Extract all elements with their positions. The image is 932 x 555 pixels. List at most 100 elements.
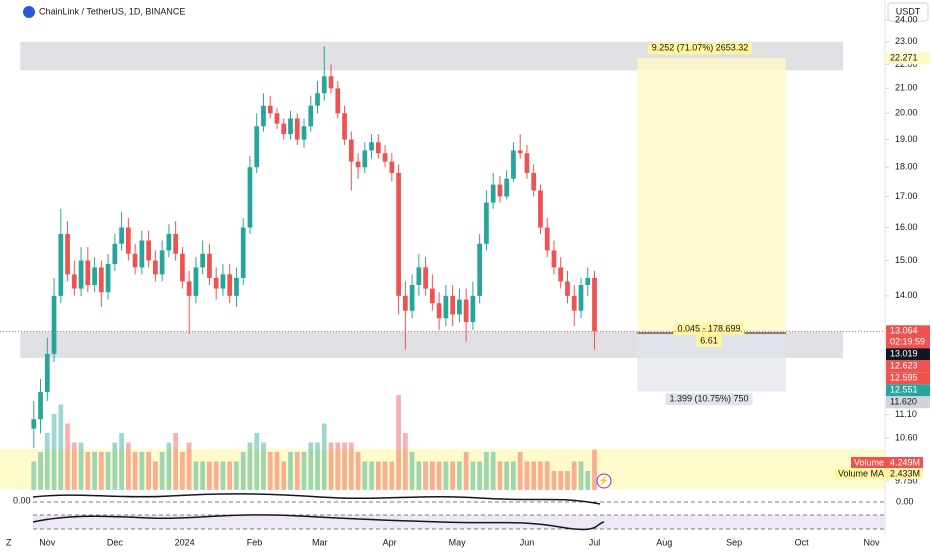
volume-bar [342, 442, 347, 490]
candle-body [227, 274, 233, 296]
volume-bar [497, 461, 503, 490]
candle-body [207, 253, 212, 278]
volume-bar [112, 442, 118, 490]
position-label-box [673, 323, 745, 336]
candle-body [402, 295, 408, 311]
volume-bar [288, 452, 293, 490]
alert-icon[interactable] [596, 473, 612, 489]
candle-body [92, 267, 97, 285]
indicators: 0.00 0.00 [13, 493, 914, 531]
volume-bar [125, 442, 131, 490]
y-tick-label: 19.00 [895, 134, 918, 144]
volume-bar [423, 461, 428, 490]
price-label-box [886, 52, 930, 65]
volume-bar [98, 452, 104, 490]
x-tick-label: Aug [656, 537, 672, 547]
candle-body [538, 190, 543, 228]
candle-body [571, 295, 577, 311]
volume-bar [44, 433, 50, 490]
currency-box[interactable] [887, 2, 929, 22]
volume-bar [389, 461, 395, 490]
volume-bar [585, 471, 591, 490]
volume-bar [31, 461, 37, 490]
candle-body [85, 260, 91, 285]
volume-bar [463, 452, 469, 490]
y-tick-label: 16.00 [895, 222, 918, 232]
volume-legend-box [887, 457, 924, 468]
candle-body [457, 299, 462, 315]
candle-body [71, 274, 77, 289]
position-label: 6.61 [700, 335, 718, 345]
volume-bar [538, 461, 543, 490]
candle-body [78, 260, 84, 289]
candle-body [105, 263, 111, 293]
x-tick-label: Dec [107, 537, 124, 547]
candle-body [544, 227, 550, 251]
volume-bar [105, 452, 111, 490]
volume-bar [315, 442, 320, 490]
y-tick-label: 10.60 [895, 433, 918, 443]
price-label-box [886, 348, 930, 361]
candle-body [321, 76, 327, 94]
candle-body [274, 113, 280, 124]
x-tick-label: Oct [795, 537, 810, 547]
volume-bar [51, 414, 57, 490]
volume-bar [578, 461, 584, 490]
volume-bar [355, 452, 361, 490]
x-tick-label: Jul [589, 537, 601, 547]
volume-bar [220, 461, 226, 490]
volume-bar [146, 452, 151, 490]
price-label: 12.551 [890, 385, 918, 395]
candle-body [139, 240, 145, 268]
candle-body [294, 118, 300, 140]
volume-legend: Volume [854, 457, 884, 467]
price-label-box [886, 360, 930, 373]
candle-body [267, 105, 273, 114]
y-tick-label: 20.00 [895, 108, 918, 118]
volume-bar [281, 461, 287, 490]
candle-body [58, 233, 64, 296]
candle-body [132, 253, 138, 268]
indicator-line [32, 493, 601, 505]
x-tick-label: Sep [726, 537, 742, 547]
volume-legend-box [850, 457, 887, 468]
volume-bar [517, 452, 523, 490]
volume-bar [139, 452, 145, 490]
x-tick-label: Jun [520, 537, 535, 547]
volume-bar [511, 461, 516, 490]
volume-bar [166, 442, 172, 490]
zoom-icon[interactable]: Z [6, 537, 12, 547]
y-tick-label: 23.00 [895, 36, 918, 46]
volume-bar [240, 452, 246, 490]
x-tick-label: Nov [39, 537, 56, 547]
y-tick-label: 15.00 [895, 255, 918, 265]
volume-bar [565, 471, 570, 490]
volume-bar [254, 433, 260, 490]
volume-bar [193, 461, 199, 490]
volume-bar [58, 404, 64, 490]
volume-bar [490, 452, 496, 490]
volume-bar [416, 461, 422, 490]
x-tick-label: Apr [383, 537, 397, 547]
alert-symbol[interactable]: ⚡ [598, 474, 609, 486]
price-label: 22.271 [890, 53, 918, 63]
candle-body [355, 161, 361, 168]
position-label: 0.045 - 178.699 [677, 323, 740, 333]
volume-bar [592, 449, 597, 490]
volume-bar [396, 395, 401, 490]
volume-bar [558, 471, 564, 490]
volume-bar [234, 461, 239, 490]
candle-body [335, 88, 341, 114]
candle-body [166, 233, 172, 251]
candle-body [524, 153, 530, 173]
y-tick-label: 11.10 [895, 409, 917, 419]
volume-bar [430, 461, 435, 490]
volume-legend: 4.249M [890, 457, 920, 467]
volume-bar [85, 452, 91, 490]
currency[interactable]: USDT [896, 6, 921, 16]
candle-body [125, 227, 131, 254]
candle-body [173, 233, 179, 254]
candle-body [558, 267, 564, 282]
volume-bar [382, 461, 388, 490]
